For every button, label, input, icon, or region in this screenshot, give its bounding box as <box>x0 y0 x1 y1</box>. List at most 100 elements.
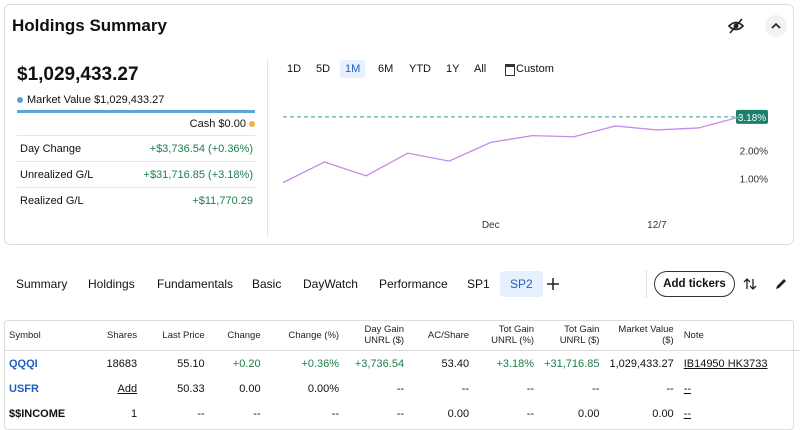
summary-value: +$3,736.54 (+0.36%) <box>149 143 253 155</box>
cell: -- <box>683 407 692 420</box>
tab[interactable]: Basic <box>252 277 282 291</box>
tab[interactable]: SP1 <box>467 277 490 291</box>
cell: -- <box>592 382 600 395</box>
cell: -- <box>396 407 405 420</box>
edit-icon[interactable] <box>774 277 788 291</box>
cell: 55.10 <box>177 357 205 370</box>
summary-value: +$11,770.29 <box>192 195 253 207</box>
y-tick-label: 2.00% <box>740 146 768 157</box>
summary-label: Realized G/L <box>20 195 84 207</box>
range-button[interactable]: 6M <box>378 63 394 75</box>
tab[interactable]: Summary <box>16 277 68 291</box>
cell: 18683 <box>106 357 138 370</box>
range-button[interactable]: 5D <box>316 63 331 75</box>
tab[interactable]: DayWatch <box>303 277 358 291</box>
range-button[interactable]: YTD <box>409 63 431 75</box>
range-button[interactable]: Custom <box>516 63 554 75</box>
cash: Cash $0.00 <box>17 118 255 130</box>
market-value: Market Value $1,029,433.27 <box>17 94 164 106</box>
sort-icon[interactable] <box>743 277 757 291</box>
chart: 1.00% 2.00% 3.18% Dec 12/7 <box>282 109 768 231</box>
cell: -- <box>666 382 674 395</box>
column-header: AC/Share <box>409 320 475 351</box>
range-button[interactable]: 1M <box>340 60 366 78</box>
column-header: Tot Gain UNRL ($) <box>539 320 605 351</box>
cell: 53.40 <box>441 357 470 370</box>
value-badge <box>736 109 768 124</box>
cell: +0.20 <box>232 357 261 370</box>
table-row: $$INCOME 1 -- -- -- -- 0.00 -- 0.00 0.00 -- <box>4 401 800 426</box>
column-header: Day Gain UNRL ($) <box>344 320 410 351</box>
cell: +3.18% <box>496 357 535 370</box>
divider <box>646 270 647 298</box>
cash-label: Cash <box>189 118 216 130</box>
cell: 0.00 <box>447 407 470 420</box>
cell: IB14950 HK3733 <box>683 357 768 370</box>
column-header: Last Price <box>142 320 210 351</box>
tab[interactable]: Fundamentals <box>157 277 234 291</box>
tab[interactable]: Holdings <box>88 277 135 291</box>
hide-icon[interactable] <box>727 17 745 35</box>
cell: $$INCOME <box>9 407 66 420</box>
cell: -- <box>396 382 405 395</box>
row-divider <box>17 161 255 162</box>
table-row: USFR Add 50.33 0.00 0.00% -- -- -- -- -- -- <box>4 376 800 401</box>
cell: -- <box>461 382 470 395</box>
range-button[interactable]: 1D <box>287 63 302 75</box>
tab[interactable]: SP2 <box>500 271 543 297</box>
market-value-amount: $1,029,433.27 <box>94 94 165 106</box>
cell: 1,029,433.27 <box>609 357 674 370</box>
column-header: Note <box>678 320 800 351</box>
column-header: Market Value ($) <box>604 320 679 351</box>
summary-value: +$31,716.85 (+3.18%) <box>143 169 253 181</box>
cell: 0.00 <box>578 407 600 420</box>
cell: 0.00 <box>652 407 674 420</box>
cell: -- <box>683 382 692 395</box>
summary-label: Unrealized G/L <box>20 169 94 181</box>
summary-card <box>4 4 794 245</box>
column-header: Change (%) <box>265 320 345 351</box>
column-header: Shares <box>89 320 143 351</box>
market-value-label: Market Value <box>27 94 91 106</box>
cell: 50.33 <box>177 382 205 395</box>
divider <box>267 60 268 236</box>
value-badge-label: 3.18% <box>738 113 766 124</box>
cell: -- <box>197 407 205 420</box>
tab[interactable]: Performance <box>379 277 448 291</box>
cell: -- <box>526 382 535 395</box>
cell: -- <box>526 407 535 420</box>
x-tick-label: 12/7 <box>647 220 667 231</box>
table-row: QQQI 18683 55.10 +0.20 +0.36% +3,736.54 53.40 +… <box>4 351 800 377</box>
total-value: $1,029,433.27 <box>17 64 139 85</box>
title: Holdings Summary <box>12 16 167 35</box>
collapse-button[interactable] <box>764 14 788 38</box>
holdings-table: Symbol Shares Last Price Change Change (%) Da… <box>4 320 800 426</box>
range-button[interactable]: All <box>474 63 487 75</box>
cell: +0.36% <box>301 357 340 370</box>
cell: 1 <box>130 407 138 420</box>
calendar-icon <box>505 64 515 76</box>
cell: -- <box>331 407 340 420</box>
cell: +3,736.54 <box>354 357 405 370</box>
y-tick-label: 1.00% <box>740 175 768 186</box>
add-tickers-button[interactable]: Add tickers <box>654 271 735 297</box>
cell: -- <box>253 407 261 420</box>
cell: 0.00 <box>239 382 261 395</box>
cell: USFR <box>9 382 39 395</box>
cell: QQQI <box>9 357 38 370</box>
line-series <box>282 116 741 184</box>
cell: 0.00% <box>307 382 340 395</box>
add-tab-icon[interactable] <box>546 277 560 291</box>
column-header: Tot Gain UNRL (%) <box>474 320 540 351</box>
header-row: Symbol Shares Last Price Change Change (%) Da… <box>4 320 800 351</box>
range-button[interactable]: 1Y <box>446 63 460 75</box>
column-header: Symbol <box>4 320 90 351</box>
summary-label: Day Change <box>20 143 82 155</box>
cash-amount: $0.00 <box>218 118 246 130</box>
cell: Add <box>117 382 138 395</box>
x-tick-label: Dec <box>482 220 500 231</box>
cell: +31,716.85 <box>544 357 600 370</box>
row-divider <box>17 135 255 136</box>
column-header: Change <box>209 320 266 351</box>
